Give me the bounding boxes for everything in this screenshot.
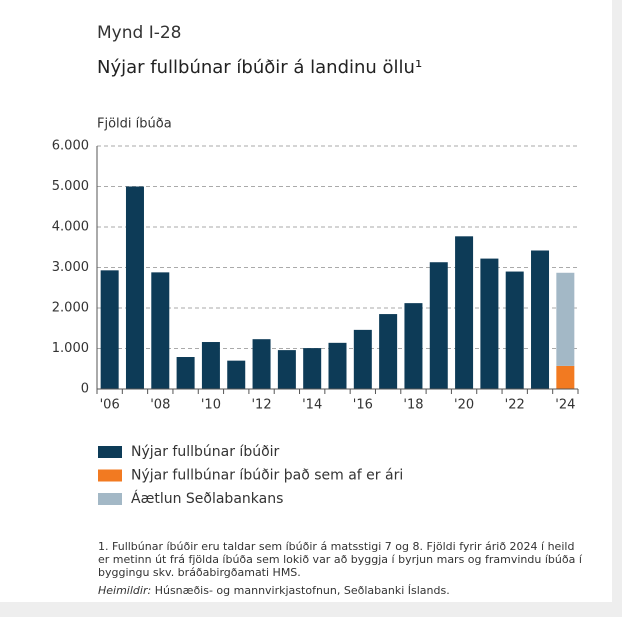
legend-swatch	[98, 446, 122, 458]
y-tick-label: 5.000	[52, 179, 89, 194]
x-tick-label: '16	[353, 398, 373, 413]
bar	[556, 272, 575, 366]
x-tick-label: '24	[555, 398, 575, 413]
legend-swatch	[98, 493, 122, 505]
y-tick-label: 0	[81, 382, 89, 397]
legend-label: Nýjar fullbúnar íbúðir	[131, 444, 280, 460]
bar	[455, 236, 474, 389]
bar	[100, 270, 119, 389]
y-axis-label: Fjöldi íbúða	[97, 117, 172, 132]
bar	[379, 314, 398, 389]
footnote: 1. Fullbúnar íbúðir eru taldar sem íbúði…	[98, 540, 582, 579]
x-tick-label: '20	[454, 398, 474, 413]
legend-label: Nýjar fullbúnar íbúðir það sem af er ári	[131, 468, 403, 484]
y-tick-label: 3.000	[52, 260, 89, 275]
legend-label: Áætlun Seðlabankans	[131, 490, 283, 507]
y-tick-label: 6.000	[52, 139, 89, 154]
source: Heimildir: Húsnæðis- og mannvirkjastofnu…	[98, 584, 588, 597]
bar	[353, 329, 372, 389]
x-tick-label: '14	[302, 398, 322, 413]
bar	[125, 186, 144, 389]
bar	[429, 262, 448, 389]
y-tick-label: 1.000	[52, 341, 89, 356]
x-tick-label: '10	[201, 398, 221, 413]
bar	[151, 272, 170, 389]
bar	[277, 350, 296, 389]
bar	[201, 342, 220, 389]
bar	[303, 348, 322, 389]
bar	[531, 250, 550, 389]
bar	[252, 339, 271, 389]
notes: 1. Fullbúnar íbúðir eru taldar sem íbúði…	[98, 540, 588, 602]
bar	[404, 303, 423, 389]
source-text: Húsnæðis- og mannvirkjastofnun, Seðlaban…	[154, 584, 450, 597]
bar	[505, 271, 524, 389]
bar	[480, 258, 499, 389]
x-tick-label: '08	[150, 398, 170, 413]
bar	[328, 342, 347, 389]
bar	[176, 357, 195, 389]
y-tick-label: 4.000	[52, 220, 89, 235]
source-label: Heimildir:	[98, 584, 152, 597]
legend-swatch	[98, 469, 122, 482]
x-tick-label: '22	[505, 398, 525, 413]
x-tick-label: '06	[100, 398, 120, 413]
y-tick-label: 2.000	[52, 301, 89, 316]
bar	[556, 365, 575, 389]
x-tick-label: '12	[251, 398, 271, 413]
bar	[227, 360, 246, 389]
chart-title: Nýjar fullbúnar íbúðir á landinu öllu¹	[97, 57, 422, 78]
figure-label: Mynd I-28	[97, 23, 181, 43]
x-tick-label: '18	[403, 398, 423, 413]
